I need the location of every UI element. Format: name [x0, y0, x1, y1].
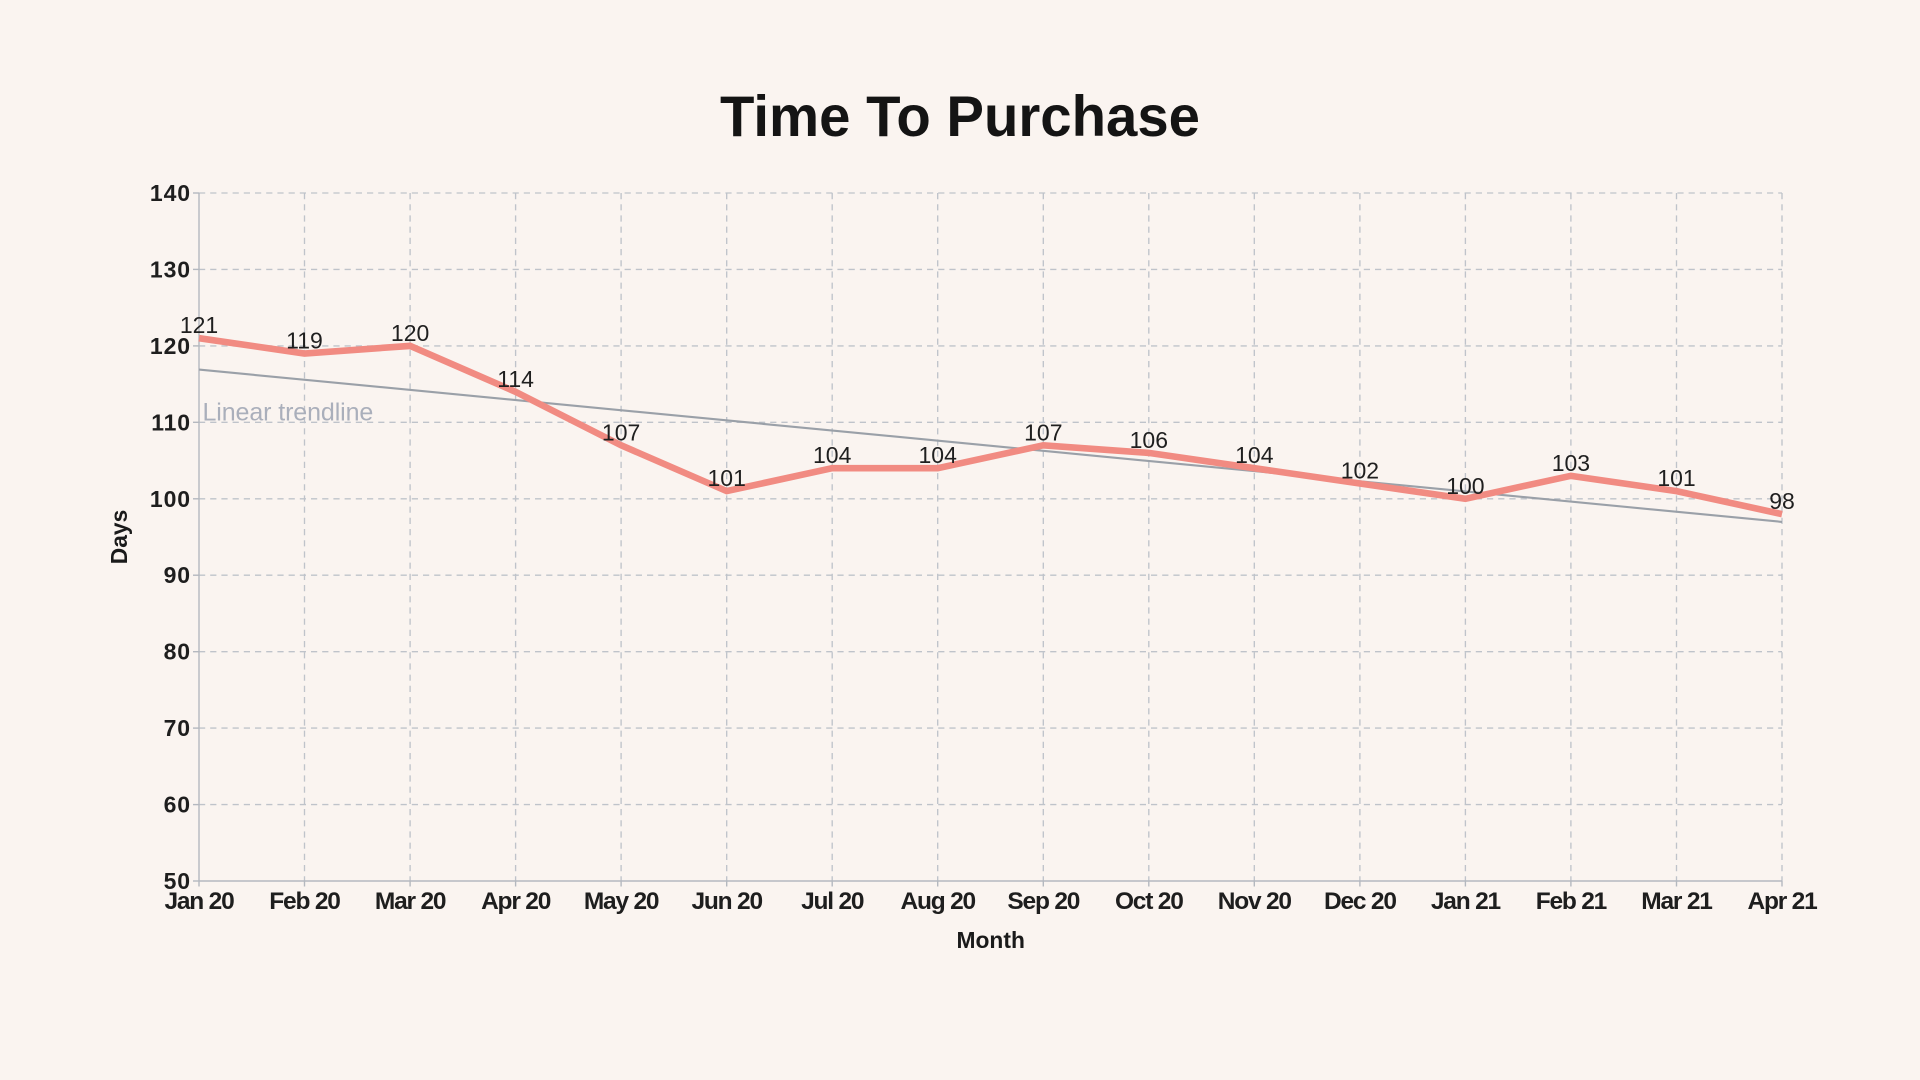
svg-text:Jan 20: Jan 20	[164, 888, 234, 915]
svg-text:107: 107	[602, 419, 640, 445]
svg-text:Mar 21: Mar 21	[1641, 888, 1712, 915]
svg-text:Dec 20: Dec 20	[1324, 888, 1396, 915]
svg-text:Jun 20: Jun 20	[691, 888, 762, 915]
svg-text:100: 100	[1446, 473, 1484, 499]
svg-text:Month: Month	[957, 927, 1025, 953]
svg-text:Sep 20: Sep 20	[1007, 888, 1079, 915]
svg-text:104: 104	[813, 442, 852, 468]
svg-text:Time To Purchase: Time To Purchase	[720, 85, 1200, 149]
svg-text:May 20: May 20	[584, 888, 659, 915]
svg-text:Jan 21: Jan 21	[1431, 888, 1501, 915]
svg-text:Feb 20: Feb 20	[269, 888, 340, 915]
svg-text:Aug 20: Aug 20	[900, 888, 975, 915]
svg-text:Oct 20: Oct 20	[1115, 888, 1183, 915]
svg-text:110: 110	[151, 409, 191, 435]
svg-text:121: 121	[180, 312, 218, 338]
svg-text:Apr 20: Apr 20	[481, 888, 551, 915]
svg-text:98: 98	[1769, 488, 1795, 514]
svg-text:103: 103	[1552, 450, 1590, 476]
svg-text:120: 120	[150, 333, 191, 359]
svg-text:101: 101	[1657, 465, 1695, 491]
svg-text:140: 140	[150, 180, 191, 206]
svg-text:Days: Days	[106, 510, 132, 565]
svg-text:60: 60	[164, 792, 191, 818]
svg-text:107: 107	[1024, 419, 1062, 445]
svg-text:130: 130	[150, 256, 191, 282]
svg-text:102: 102	[1341, 458, 1379, 484]
svg-text:Mar 20: Mar 20	[375, 888, 446, 915]
svg-text:80: 80	[164, 639, 191, 665]
svg-text:100: 100	[150, 486, 191, 512]
svg-text:Jul 20: Jul 20	[801, 888, 864, 915]
svg-text:114: 114	[497, 366, 534, 392]
svg-text:Nov 20: Nov 20	[1218, 888, 1292, 915]
svg-text:106: 106	[1130, 427, 1168, 453]
svg-text:50: 50	[164, 868, 191, 894]
svg-text:104: 104	[919, 442, 958, 468]
svg-text:Linear trendline: Linear trendline	[203, 399, 374, 427]
svg-text:70: 70	[164, 715, 191, 741]
svg-text:Feb 21: Feb 21	[1536, 888, 1607, 915]
svg-text:120: 120	[391, 320, 429, 346]
svg-text:104: 104	[1235, 442, 1274, 468]
svg-text:119: 119	[286, 328, 323, 354]
svg-text:Apr 21: Apr 21	[1747, 888, 1817, 915]
svg-text:101: 101	[708, 465, 746, 491]
svg-text:90: 90	[164, 562, 191, 588]
